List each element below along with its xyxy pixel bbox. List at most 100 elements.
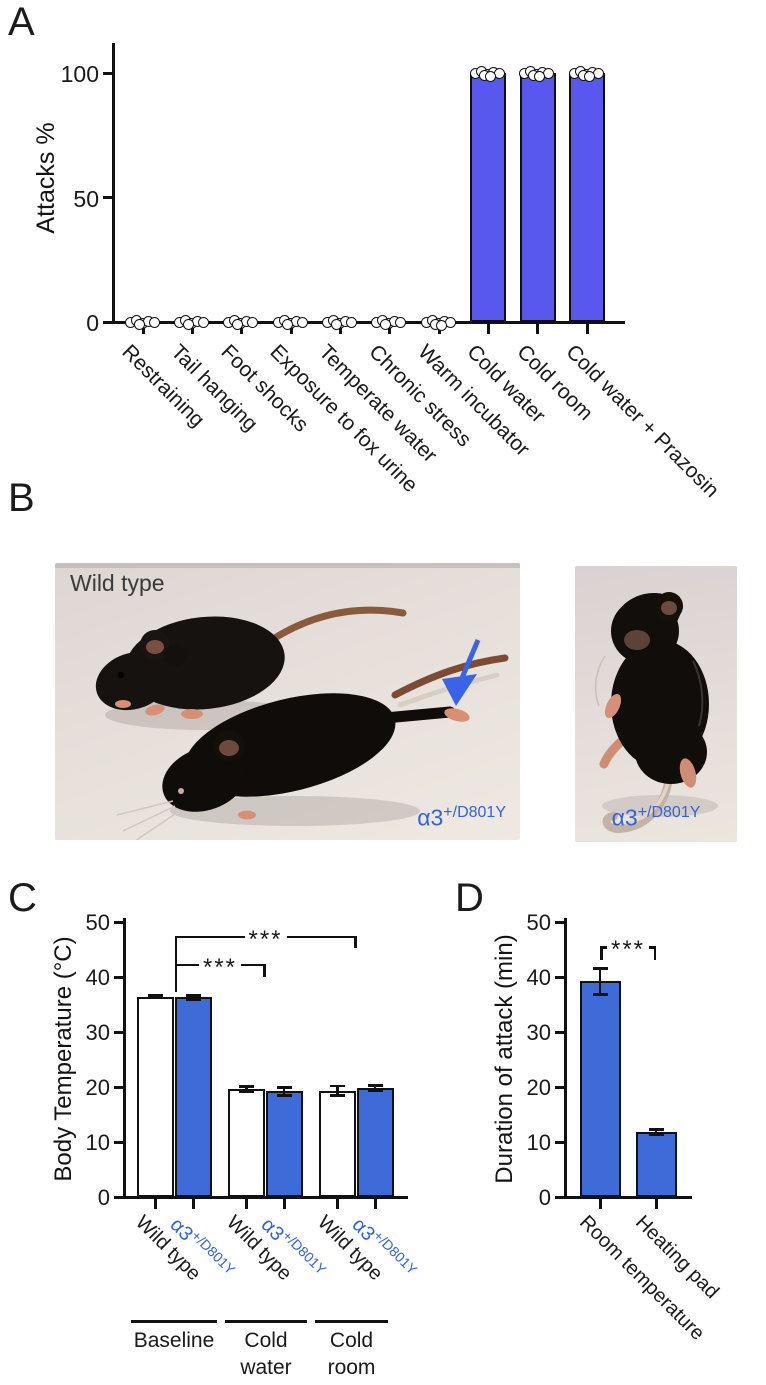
photo-frame-edge	[55, 563, 520, 568]
y-tick	[555, 1085, 565, 1089]
error-bar-cap	[185, 994, 201, 997]
mouse-illustration	[594, 592, 718, 834]
y-axis	[111, 43, 115, 324]
y-tick	[555, 1140, 565, 1144]
error-bar	[654, 1129, 658, 1135]
mouse-tail	[391, 654, 509, 699]
error-bar-cap	[367, 1084, 383, 1087]
error-bar-cap	[239, 1085, 254, 1088]
y-tick	[114, 920, 124, 924]
sig-stars: ***	[244, 927, 287, 952]
y-tick-label: 20	[526, 1075, 551, 1100]
data-point	[435, 319, 447, 331]
sig-bracket-end	[600, 946, 603, 961]
y-tick	[114, 1030, 124, 1034]
x-tick	[338, 323, 342, 334]
data-point	[534, 70, 546, 82]
y-tick	[555, 975, 565, 979]
sig-stars: ***	[606, 938, 650, 963]
error-bar-cap	[276, 1086, 292, 1089]
y-tick	[114, 975, 124, 979]
error-bar	[245, 1086, 248, 1092]
hindlimb-arrow	[442, 639, 481, 706]
x-axis	[111, 320, 625, 324]
data-point	[133, 318, 145, 330]
bar	[569, 73, 606, 322]
bar	[174, 997, 212, 1197]
error-bar	[282, 1087, 286, 1096]
error-bar-cap	[592, 967, 608, 970]
sig-bracket-end	[263, 963, 266, 977]
data-point	[484, 70, 496, 82]
y-tick-label: 30	[526, 1020, 551, 1045]
x-tick	[654, 1198, 658, 1209]
group-label: Cold water	[240, 1329, 292, 1380]
x-tick	[282, 1198, 286, 1209]
panel-b-letter: B	[8, 476, 35, 520]
bar	[519, 73, 556, 322]
y-tick-label: 40	[85, 965, 110, 990]
data-point	[232, 318, 244, 330]
sig-bracket-end	[174, 963, 177, 992]
bar	[470, 73, 507, 322]
mutant-genotype-label: α3+/D801Y	[611, 804, 701, 831]
y-axis	[563, 918, 567, 1199]
y-tick	[555, 920, 565, 924]
error-bar-cap	[592, 993, 608, 996]
bar	[265, 1091, 303, 1197]
sig-stars: ***	[198, 955, 242, 980]
error-bar	[598, 968, 602, 995]
mice-illustration	[95, 606, 509, 840]
bar	[228, 1089, 265, 1197]
wildtype-label: Wild type	[70, 570, 165, 596]
x-tick	[336, 1198, 339, 1209]
mouse-tail	[266, 606, 407, 645]
bar	[319, 1090, 356, 1197]
y-tick-label: 30	[85, 1020, 110, 1045]
y-tick-label: 10	[526, 1130, 551, 1155]
y-tick	[114, 1140, 124, 1144]
y-tick	[103, 71, 113, 75]
data-point	[281, 318, 293, 330]
y-tick-label: 0	[86, 310, 99, 336]
y-tick-label: 20	[85, 1075, 110, 1100]
data-point	[148, 316, 160, 328]
sig-bracket-end	[354, 935, 357, 948]
error-bar-cap	[648, 1128, 664, 1131]
y-tick-label: 0	[97, 1185, 110, 1210]
y-tick-label: 100	[60, 61, 99, 87]
group-underline	[131, 1320, 217, 1323]
y-tick	[555, 1030, 565, 1034]
x-tick	[191, 1198, 195, 1209]
y-tick-label: 0	[538, 1185, 551, 1210]
error-bar	[373, 1085, 377, 1091]
sig-bracket-end	[653, 946, 656, 961]
y-tick	[114, 1195, 124, 1199]
duration-y-axis-title: Duration of attack (min)	[491, 934, 518, 1184]
error-bar-cap	[330, 1094, 345, 1097]
data-point	[395, 316, 407, 328]
y-tick-label: 10	[85, 1130, 110, 1155]
attacks-chart: Attacks % 0 50 100 Restraining Tail hanging F…	[0, 0, 766, 560]
data-point	[380, 318, 392, 330]
data-point	[296, 316, 308, 328]
x-tick	[598, 1198, 602, 1209]
x-tick	[245, 1198, 248, 1209]
y-axis	[122, 918, 126, 1199]
bar	[635, 1132, 677, 1197]
x-tick	[154, 1198, 157, 1209]
data-point	[583, 70, 595, 82]
error-bar-cap	[276, 1094, 292, 1097]
error-bar-cap	[148, 996, 163, 1000]
y-tick-label: 50	[526, 910, 551, 935]
y-tick	[114, 1085, 124, 1089]
group-underline	[225, 1320, 307, 1323]
x-tick	[190, 323, 194, 334]
x-axis	[563, 1195, 692, 1199]
data-point	[345, 316, 357, 328]
error-bar-cap	[330, 1084, 345, 1088]
x-tick	[240, 323, 244, 334]
